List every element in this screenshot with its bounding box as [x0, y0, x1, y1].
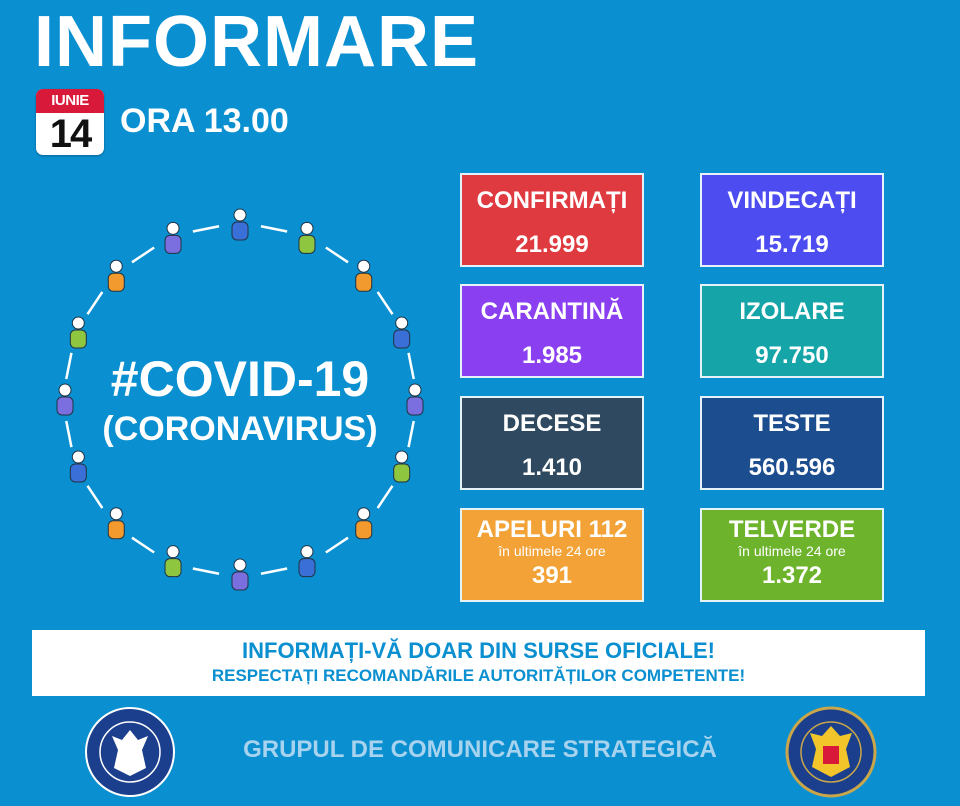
stat-label: TESTE	[753, 410, 831, 437]
person-icon	[406, 383, 424, 416]
report-time: ORA 13.00	[120, 102, 289, 140]
stat-value: 1.410	[521, 454, 583, 481]
arrow	[86, 485, 104, 509]
person-icon	[56, 383, 74, 416]
stat-label: IZOLARE	[739, 298, 845, 325]
dsu-seal-icon	[785, 706, 877, 798]
stat-sublabel: în ultimele 24 ore	[498, 543, 606, 559]
stat-label: TELVERDE	[728, 516, 856, 543]
arrow	[325, 536, 349, 554]
footer-text: GRUPUL DE COMUNICARE STRATEGICĂ	[243, 736, 717, 763]
person-icon	[231, 558, 249, 591]
banner-line-1: INFORMAȚI-VĂ DOAR DIN SURSE OFICIALE!	[242, 638, 715, 663]
arrow	[192, 567, 220, 575]
stat-value: 1.985	[521, 342, 583, 369]
stat-card-izolare: IZOLARE 97.750	[700, 284, 884, 378]
person-icon	[393, 316, 411, 349]
stat-card-decese: DECESE 1.410	[460, 396, 644, 490]
people-circle-illustration	[56, 208, 424, 591]
arrow	[260, 225, 288, 233]
advice-banner: INFORMAȚI-VĂ DOAR DIN SURSE OFICIALE! RE…	[32, 630, 925, 696]
covid-subtitle: (CORONAVIRUS)	[102, 410, 378, 448]
person-icon	[69, 450, 87, 483]
arrow	[407, 352, 415, 380]
banner-line-2: RESPECTAȚI RECOMANDĂRILE AUTORITĂȚILOR C…	[211, 666, 746, 685]
covid-title: #COVID-19	[110, 351, 370, 407]
person-icon	[164, 545, 182, 578]
stat-value: 15.719	[755, 231, 829, 258]
person-icon	[393, 450, 411, 483]
stat-card-telverde: TELVERDE în ultimele 24 ore 1.372	[700, 508, 884, 602]
covid-heading: #COVID-19 (CORONAVIRUS)	[60, 350, 420, 450]
calendar-month: IUNIE	[36, 89, 104, 113]
stat-label: DECESE	[502, 410, 602, 437]
stat-card-apeluri-112: APELURI 112 în ultimele 24 ore 391	[460, 508, 644, 602]
person-icon	[355, 507, 373, 540]
arrow	[131, 246, 155, 264]
government-seal-icon	[85, 707, 175, 797]
stat-value: 391	[531, 562, 573, 589]
arrow	[86, 291, 104, 315]
stat-card-teste: TESTE 560.596	[700, 396, 884, 490]
stat-value: 21.999	[515, 231, 589, 258]
person-icon	[69, 316, 87, 349]
person-icon	[298, 545, 316, 578]
stat-card-vindeca-i: VINDECAȚI 15.719	[700, 173, 884, 267]
arrow	[65, 420, 73, 448]
person-icon	[107, 507, 125, 540]
stat-card-carantin-: CARANTINĂ 1.985	[460, 284, 644, 378]
person-icon	[107, 259, 125, 292]
stat-value: 97.750	[755, 342, 829, 369]
stat-sublabel: în ultimele 24 ore	[738, 543, 846, 559]
stat-value: 1.372	[761, 562, 823, 589]
stat-label: CARANTINĂ	[480, 298, 624, 325]
arrow	[192, 225, 220, 233]
stat-label: CONFIRMAȚI	[476, 187, 628, 214]
arrow	[376, 291, 394, 315]
arrow	[376, 485, 394, 509]
arrow	[325, 246, 349, 264]
person-icon	[231, 208, 249, 241]
stat-card-confirma-i: CONFIRMAȚI 21.999	[460, 173, 644, 267]
stat-value: 560.596	[748, 454, 836, 481]
person-icon	[355, 259, 373, 292]
calendar-icon: IUNIE 14	[36, 89, 104, 155]
stat-label: APELURI 112	[476, 516, 628, 543]
stat-label: VINDECAȚI	[727, 187, 857, 214]
person-icon	[164, 221, 182, 254]
arrow	[260, 567, 288, 575]
arrow	[131, 536, 155, 554]
arrow	[65, 352, 73, 380]
person-icon	[298, 221, 316, 254]
arrow	[407, 420, 415, 448]
calendar-day: 14	[49, 112, 93, 155]
page-title: INFORMARE	[34, 2, 479, 82]
